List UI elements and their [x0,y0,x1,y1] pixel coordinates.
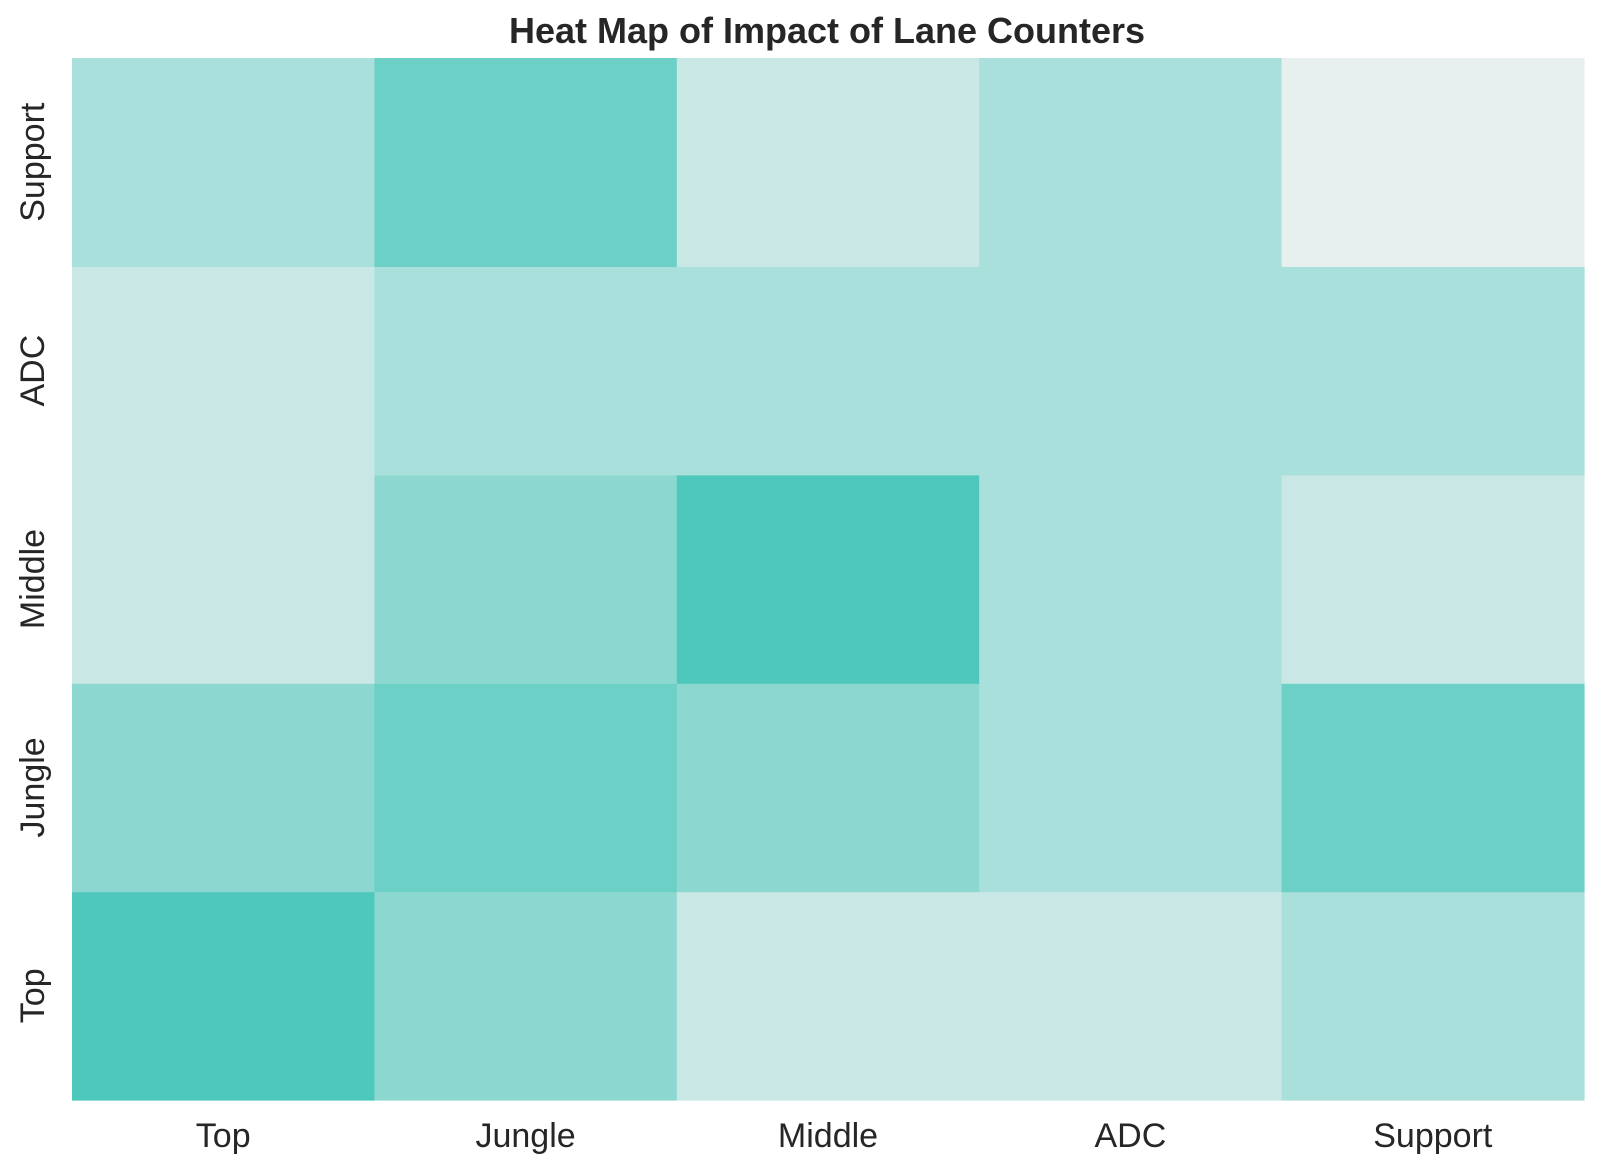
x-tick-label-jungle: Jungle [475,1117,575,1155]
heatmap-cell-jungle-top [72,683,375,893]
heatmap-cell-middle-top [72,474,375,684]
heatmap-cell-middle-support [1281,474,1585,684]
y-tick-label-middle: Middle [14,529,52,629]
heatmap-cell-support-top [72,58,375,267]
y-tick-label-jungle: Jungle [14,737,52,837]
heatmap-cell-middle-middle [676,474,980,684]
heatmap-cell-adc-jungle [374,266,678,476]
heatmap-cell-adc-middle [676,266,980,476]
heatmap-cell-top-support [1281,891,1585,1101]
heatmap-cell-jungle-jungle [374,683,678,893]
y-axis-tick-labels: Top Jungle Middle ADC Support [14,102,52,1023]
x-tick-label-middle: Middle [778,1117,878,1155]
x-tick-label-top: Top [196,1117,251,1155]
x-tick-label-support: Support [1373,1117,1493,1155]
heatmap-cell-support-middle [676,58,980,267]
heatmap-cell-middle-adc [979,474,1283,684]
heatmap-cell-middle-jungle [374,474,678,684]
y-tick-label-support: Support [14,102,52,222]
x-tick-label-adc: ADC [1095,1117,1167,1155]
x-axis-tick-labels: Top Jungle Middle ADC Support [196,1117,1493,1155]
heatmap-cell-jungle-adc [979,683,1283,893]
heatmap-cell-adc-support [1281,266,1585,476]
heatmap-cell-top-adc [979,891,1283,1101]
heatmap-cell-support-support [1281,58,1585,267]
heatmap-cell-adc-adc [979,266,1283,476]
heatmap-cell-jungle-support [1281,683,1585,893]
y-tick-label-top: Top [14,968,52,1023]
chart-title: Heat Map of Impact of Lane Counters [509,10,1145,51]
heatmap-cell-jungle-middle [676,683,980,893]
heatmap-cells [72,58,1585,1101]
y-tick-label-adc: ADC [14,335,52,407]
heatmap-cell-top-middle [676,891,980,1101]
heatmap-cell-top-top [72,891,375,1101]
heatmap-cell-top-jungle [374,891,678,1101]
heatmap-cell-support-adc [979,58,1283,267]
heatmap-cell-adc-top [72,266,375,476]
heatmap-cell-support-jungle [374,58,678,267]
